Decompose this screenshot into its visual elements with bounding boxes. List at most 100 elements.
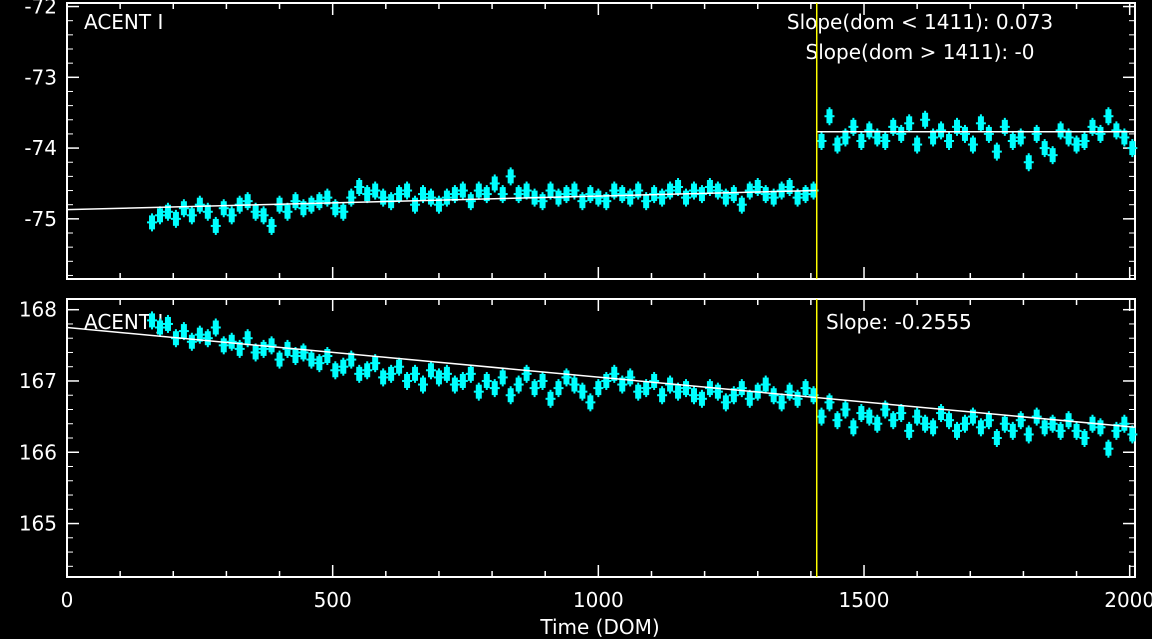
- data-point: [601, 371, 612, 390]
- data-point: [489, 174, 500, 193]
- data-point: [441, 364, 452, 383]
- data-point: [202, 329, 213, 348]
- data-point: [394, 357, 405, 376]
- data-point: [497, 185, 508, 204]
- data-point: [840, 400, 851, 419]
- data-point: [688, 181, 699, 200]
- data-point: [162, 202, 173, 221]
- slope-annotation-after: Slope(dom > 1411): -0: [806, 40, 1035, 64]
- data-point: [147, 213, 158, 232]
- data-point: [712, 181, 723, 200]
- data-point: [999, 117, 1010, 136]
- data-point: [1071, 421, 1082, 440]
- data-point: [776, 393, 787, 412]
- data-point: [154, 206, 165, 225]
- data-point: [904, 114, 915, 133]
- data-point: [728, 185, 739, 204]
- data-point: [824, 107, 835, 126]
- data-point: [186, 332, 197, 351]
- x-tick-label: 1500: [839, 588, 890, 612]
- data-point: [1095, 124, 1106, 143]
- data-point: [864, 407, 875, 426]
- y-tick-label: -73: [24, 65, 57, 89]
- data-point: [912, 135, 923, 154]
- data-point: [776, 181, 787, 200]
- data-point: [991, 429, 1002, 447]
- data-point: [983, 124, 994, 143]
- data-point: [433, 195, 444, 214]
- slope-annotation: Slope: -0.2555: [826, 310, 972, 334]
- data-point: [1047, 146, 1058, 165]
- data-point: [936, 404, 947, 423]
- data-point: [1007, 421, 1018, 440]
- data-point: [298, 343, 309, 362]
- x-tick-label: 1000: [573, 588, 624, 612]
- data-point: [473, 382, 484, 401]
- data-point: [306, 195, 317, 214]
- data-point: [282, 202, 293, 221]
- data-point: [425, 188, 436, 207]
- data-point: [394, 185, 405, 204]
- data-point: [1127, 139, 1138, 158]
- x-tick-label: 2000: [1104, 588, 1152, 612]
- data-point: [338, 202, 349, 221]
- data-point: [218, 199, 229, 218]
- data-point: [370, 354, 381, 373]
- data-point: [593, 188, 604, 207]
- data-point: [306, 350, 317, 369]
- data-point: [386, 364, 397, 383]
- data-point: [170, 209, 181, 228]
- y-tick-label: -72: [24, 0, 57, 19]
- data-point: [633, 382, 644, 401]
- data-point: [681, 379, 692, 398]
- data-point: [154, 318, 165, 337]
- data-point: [226, 332, 237, 351]
- data-point: [1031, 124, 1042, 143]
- data-point: [975, 114, 986, 133]
- data-point: [1119, 414, 1130, 433]
- data-point: [545, 181, 556, 200]
- data-point: [513, 185, 524, 204]
- data-point: [1103, 107, 1114, 126]
- data-point: [752, 178, 763, 196]
- panel-acent-i: ACENT I Slope(dom < 1411): 0.073 Slope(d…: [24, 0, 1138, 280]
- data-point: [1031, 407, 1042, 426]
- y-tick-label: 166: [19, 440, 57, 464]
- data-point: [848, 418, 859, 437]
- data-point: [362, 361, 373, 380]
- data-point: [736, 379, 747, 398]
- data-point: [577, 382, 588, 401]
- plot-frame: [66, 298, 1136, 578]
- x-axis-label: Time (DOM): [539, 615, 659, 639]
- data-point: [952, 421, 962, 440]
- data-point: [673, 382, 684, 401]
- data-point: [1087, 117, 1098, 136]
- panel-label: ACENT I: [84, 10, 163, 34]
- data-point: [250, 343, 261, 362]
- data-point: [537, 192, 548, 211]
- data-point: [545, 389, 556, 408]
- data-point: [178, 199, 189, 218]
- data-point: [904, 421, 915, 440]
- data-point: [433, 368, 444, 387]
- y-tick-label: 165: [19, 512, 57, 536]
- data-point: [457, 371, 468, 390]
- data-point: [585, 393, 596, 412]
- data-point: [266, 336, 277, 355]
- data-point: [959, 414, 970, 433]
- y-tick-label: -75: [24, 207, 57, 231]
- data-point: [912, 407, 923, 426]
- data-point: [896, 404, 907, 423]
- data-point: [497, 368, 508, 387]
- data-point: [425, 361, 436, 380]
- data-point: [760, 185, 771, 204]
- data-point: [944, 411, 955, 430]
- data-point: [784, 178, 795, 196]
- data-point: [505, 167, 516, 186]
- data-point: [784, 382, 795, 401]
- x-axis-tick-labels: 0 500 1000 1500 2000: [61, 588, 1152, 612]
- y-tick-label: -74: [24, 136, 57, 160]
- data-point: [298, 199, 309, 218]
- data-point: [856, 404, 867, 423]
